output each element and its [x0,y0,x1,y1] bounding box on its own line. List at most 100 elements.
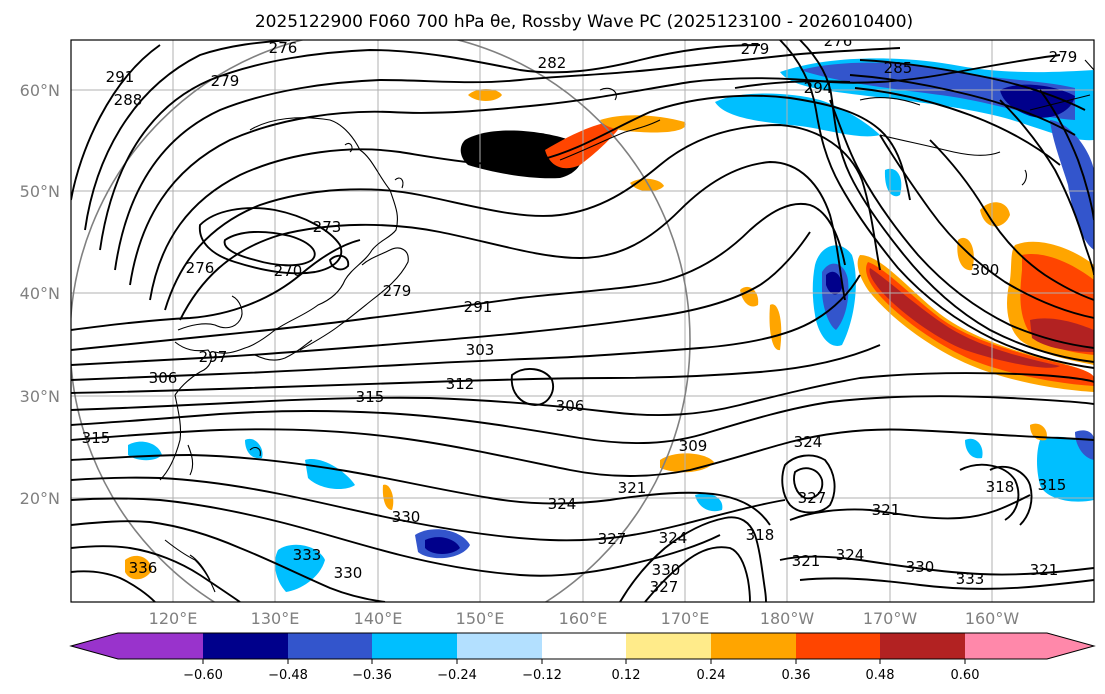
contour-label: 330 [906,558,935,576]
negative-anomaly-region [425,537,460,554]
colorbar-bin [711,633,796,659]
colorbar-tick-label: −0.60 [183,668,223,683]
contour-label: 306 [149,369,178,387]
positive-anomaly-region [866,262,1094,386]
negative-anomaly-region [245,438,263,459]
contour-label: 273 [313,218,342,236]
grid-lines [71,40,1094,602]
contour-label: 294 [804,79,833,97]
contour-label: 321 [618,479,647,497]
colorbar-tick-label: 0.24 [697,668,726,683]
contour-label: 333 [956,570,985,588]
contour-label: 291 [106,68,135,86]
positive-anomaly-region [125,555,152,580]
negative-anomaly-region [1075,430,1094,460]
colorbar-bin [118,633,203,659]
lon-tick-label: 170°E [661,609,710,628]
positive-anomaly-region [869,268,1060,368]
contour-label: 279 [1049,48,1078,66]
contour-label: 321 [1030,561,1059,579]
colorbar-bin [542,633,626,659]
colorbar-bin [880,633,965,659]
latitude-labels: 20°N 30°N 40°N 50°N 60°N [20,81,60,508]
positive-anomaly-region [382,484,394,510]
contour-label: 330 [652,561,681,579]
figure-title: 2025122900 F060 700 hPa θe, Rossby Wave … [255,12,913,32]
contour-label: 318 [746,526,775,544]
contour-label: 312 [446,375,475,393]
negative-anomaly-region [274,544,325,592]
contour-label: 315 [1038,476,1067,494]
contour-label: 324 [794,433,823,451]
lat-tick-label: 20°N [20,489,60,508]
contour-label: 327 [598,530,627,548]
positive-anomaly-region [600,115,686,133]
colorbar: −0.60 −0.48 −0.36 −0.24 −0.12 0.12 0.24 … [69,632,1096,683]
contour-label: 309 [679,437,708,455]
contour-labels: 276 279 291 288 282 279 276 285 294 279 … [82,32,1078,596]
longitude-labels: 120°E 130°E 140°E 150°E 160°E 170°E 180°… [149,609,1020,628]
theta-e-contours [71,40,1094,602]
negative-anomaly-region [826,271,842,295]
contour-label: 276 [186,259,215,277]
contour-label: 300 [971,261,1000,279]
colorbar-ticks [202,659,966,664]
lon-tick-label: 120°E [149,609,198,628]
colorbar-tick-label: 0.48 [866,668,895,683]
lon-tick-label: 150°E [456,609,505,628]
contour-label: 285 [884,59,913,77]
colorbar-tick-label: −0.48 [268,668,308,683]
colorbar-tick-label: 0.12 [612,668,641,683]
contour-label: 327 [798,489,827,507]
contour-label: 336 [129,559,158,577]
contour-label: 291 [464,298,493,316]
colorbar-tick-label: 0.36 [782,668,811,683]
contour-label: 330 [392,508,421,526]
colorbar-bin [796,633,880,659]
lon-tick-label: 170°W [863,609,918,628]
negative-anomaly-region [884,168,902,197]
negative-anomaly-region [1050,120,1094,250]
positive-anomaly-region [769,304,782,351]
positive-anomaly-region [468,88,502,102]
contour-label: 315 [356,388,385,406]
positive-anomaly-region [980,202,1010,227]
contour-label: 279 [741,40,770,58]
colorbar-extend-high [1047,633,1094,659]
contour-label: 279 [211,72,240,90]
contour-label: 303 [466,341,495,359]
colorbar-tick-label: 0.60 [951,668,980,683]
contour-label: 324 [659,529,688,547]
lat-tick-label: 60°N [20,81,60,100]
map-panel: 276 279 291 288 282 279 276 285 294 279 … [70,32,1095,603]
lat-tick-label: 50°N [20,182,60,201]
contour-label: 324 [548,495,577,513]
colorbar-tick-label: −0.12 [522,668,562,683]
contour-label: 306 [556,397,585,415]
colorbar-bin [288,633,372,659]
contour-label: 276 [824,32,853,50]
negative-anomaly-region [1037,436,1094,502]
colorbar-bin [965,633,1047,659]
contour-label: 333 [293,546,322,564]
colorbar-bin [203,633,288,659]
lon-tick-label: 160°W [965,609,1020,628]
map-frame [70,39,1095,603]
positive-anomaly-region [460,130,583,179]
contour-label: 330 [334,564,363,582]
contour-label: 324 [836,546,865,564]
colorbar-bin [457,633,542,659]
contour-label: 327 [650,578,679,596]
contour-label: 288 [114,91,143,109]
lat-tick-label: 40°N [20,284,60,303]
contour-label: 270 [274,262,303,280]
colorbar-outline [69,632,1096,660]
lon-tick-label: 140°E [354,609,403,628]
lon-tick-label: 160°E [559,609,608,628]
colorbar-tick-label: −0.24 [437,668,477,683]
contour-label: 315 [82,429,111,447]
colorbar-tick-label: −0.36 [352,668,392,683]
great-circle [71,40,691,602]
contour-label: 282 [538,54,567,72]
